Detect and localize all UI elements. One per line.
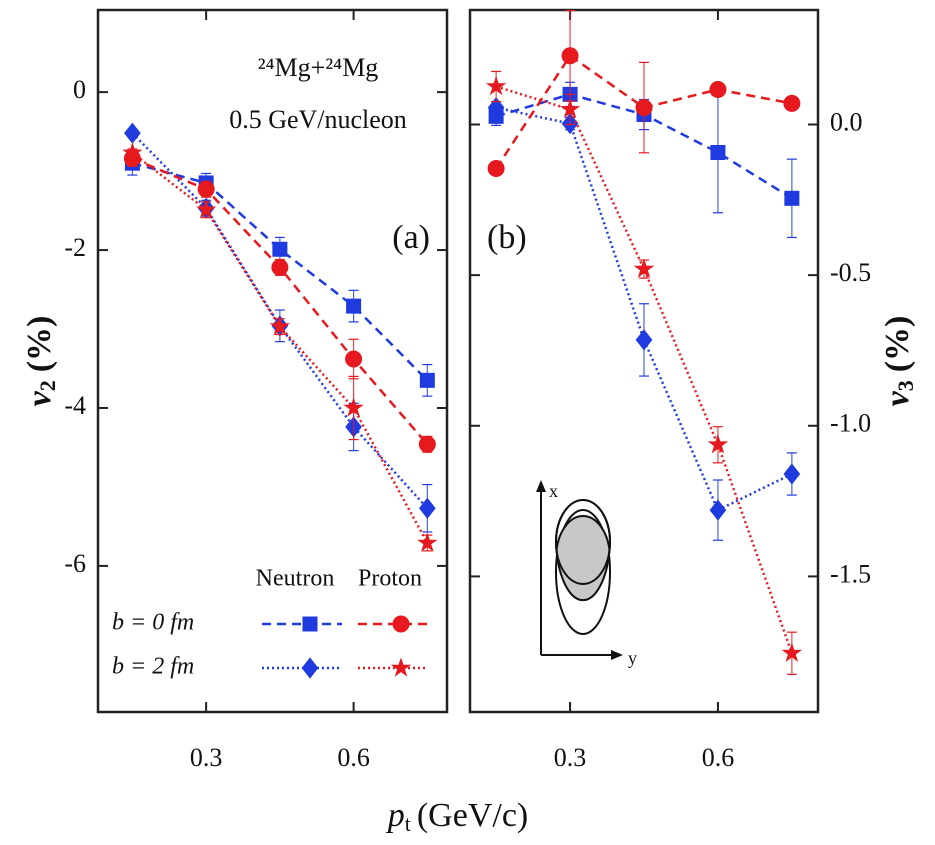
marker-diamond	[301, 657, 319, 679]
legend-column: Neutron	[256, 566, 335, 592]
marker-circle	[197, 180, 215, 198]
inset-x-label: x	[549, 481, 558, 501]
y-axis-label: v2 (%)	[21, 316, 60, 407]
frame-a	[96, 8, 449, 714]
marker-circle	[418, 435, 436, 453]
legend-column: Proton	[358, 566, 422, 592]
marker-star	[195, 199, 217, 219]
series-line	[132, 161, 429, 382]
marker-diamond	[709, 499, 727, 521]
y-label-symbol: v	[21, 390, 58, 406]
marker-circle	[783, 94, 801, 112]
series-line	[495, 85, 794, 654]
marker-circle	[709, 81, 727, 99]
x-tick-label: 0.3	[554, 743, 587, 772]
panel-label: (b)	[487, 219, 527, 256]
marker-star	[417, 532, 438, 552]
marker-star	[269, 316, 291, 336]
marker-diamond	[783, 463, 801, 485]
y-label-sub: 2	[35, 380, 60, 391]
marker-star	[633, 258, 655, 278]
y-label-unit: (%)	[879, 316, 916, 373]
marker-star	[343, 397, 364, 417]
y-tick-label: -1.5	[830, 559, 871, 588]
series-line	[131, 151, 429, 544]
x-label-sub: t	[405, 811, 411, 836]
marker-circle	[271, 258, 289, 276]
y-tick-label: -2	[64, 233, 86, 262]
x-label-unit: (GeV/c)	[417, 797, 528, 834]
marker-circle	[392, 615, 410, 633]
series-line	[131, 157, 429, 446]
marker-star	[781, 642, 803, 662]
y-tick-label: -6	[64, 549, 86, 578]
marker-square	[784, 190, 800, 206]
x-tick-label: 0.6	[337, 743, 370, 772]
series-line	[131, 132, 429, 510]
y-label-unit: (%)	[21, 316, 58, 373]
x-label-symbol: p	[386, 797, 405, 834]
marker-diamond	[487, 97, 505, 119]
marker-star	[707, 434, 729, 454]
annotation: 0.5 GeV/nucleon	[229, 105, 407, 134]
inset-y-label: y	[628, 648, 637, 668]
marker-circle	[635, 99, 653, 117]
marker-star	[485, 75, 507, 96]
y-tick-label: -0.5	[830, 258, 871, 287]
y2-axis-label: v3 (%)	[879, 316, 918, 407]
marker-square	[419, 372, 435, 388]
marker-square	[710, 145, 726, 161]
marker-star	[390, 657, 412, 677]
frame-b	[468, 8, 820, 714]
panel-label: (a)	[392, 219, 430, 256]
marker-circle	[561, 47, 579, 65]
marker-diamond	[635, 329, 653, 351]
y-tick-label: 0.0	[830, 107, 863, 136]
y-tick-label: 0	[73, 75, 86, 104]
inset-diagram	[536, 480, 623, 660]
y-label-symbol: v	[879, 390, 916, 406]
marker-circle	[345, 350, 363, 368]
series-line	[495, 106, 793, 512]
marker-star	[122, 142, 143, 162]
marker-diamond	[419, 497, 436, 519]
x-tick-label: 0.6	[702, 743, 735, 772]
legend-row: b = 0 fm	[112, 610, 194, 636]
y-tick-label: -4	[64, 391, 86, 420]
marker-square	[346, 298, 362, 314]
marker-square	[302, 616, 318, 632]
annotation: ²⁴Mg+²⁴Mg	[258, 53, 379, 82]
x-axis-label: pt (GeV/c)	[386, 797, 529, 836]
x-tick-label: 0.3	[190, 743, 223, 772]
marker-circle	[487, 159, 505, 177]
marker-star	[559, 98, 581, 119]
marker-diamond	[124, 122, 141, 144]
marker-square	[272, 241, 288, 257]
y-tick-label: -1.0	[830, 409, 871, 438]
legend-row: b = 2 fm	[112, 654, 194, 680]
y-label-sub: 3	[893, 380, 918, 391]
